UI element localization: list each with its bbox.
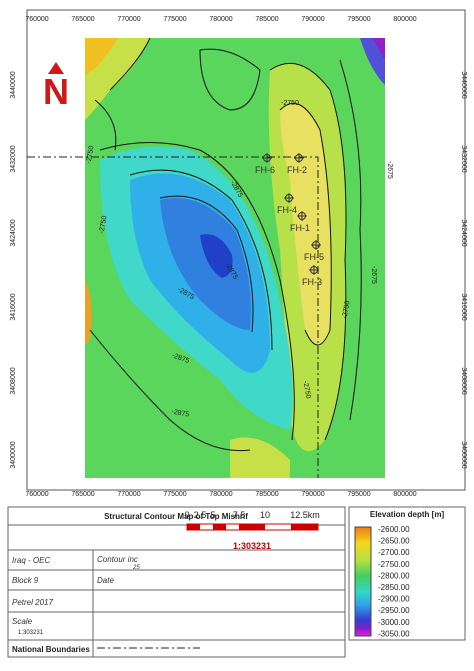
legend-label: -3000.00 — [378, 618, 410, 627]
legend-label: -2850.00 — [378, 583, 410, 592]
legend-label: -2800.00 — [378, 571, 410, 580]
well-cross — [311, 240, 321, 250]
scale-label: Scale — [12, 617, 33, 626]
x-label: 760000 — [25, 16, 48, 23]
scale-tick-label: 12.5km — [290, 510, 320, 520]
legend-label: -2750.00 — [378, 560, 410, 569]
scale-ratio: 1:303231 — [233, 541, 271, 551]
x-label: 775000 — [163, 491, 186, 498]
x-label: 785000 — [255, 491, 278, 498]
contour-label: -2750 — [342, 300, 352, 319]
legend-label: -3050.00 — [378, 629, 410, 638]
date-label: Date — [97, 576, 114, 585]
well-label: FH-4 — [277, 205, 297, 215]
x-label: 795000 — [347, 16, 370, 23]
well-cross — [294, 153, 304, 163]
y-label: 3416000 — [460, 293, 467, 320]
scale-tick-label: 0 — [184, 510, 189, 520]
y-label: 3440000 — [10, 71, 17, 98]
scale-tick-label: 10 — [260, 510, 270, 520]
title-block — [7, 506, 346, 658]
well-cross — [262, 153, 272, 163]
legend-title: Elevation depth [m] — [370, 510, 445, 519]
contour-inc-label: Contour inc — [97, 555, 138, 564]
well-label: FH-1 — [290, 223, 310, 233]
color-bar — [354, 526, 372, 637]
national-boundary — [27, 156, 319, 478]
y-axis-left: 3440000 3432000 3424000 3416000 3408000 34000… — [10, 71, 17, 468]
x-label: 800000 — [393, 16, 416, 23]
map-surface — [85, 38, 385, 478]
legend-labels: -2600.00 -2650.00 -2700.00 -2750.00 -2800.00… — [378, 525, 410, 638]
software: Petrel 2017 — [12, 598, 53, 607]
x-label: 790000 — [301, 16, 324, 23]
x-axis-top: 760000 765000 770000 775000 780000 785000 7900… — [25, 16, 416, 23]
x-label: 765000 — [71, 16, 94, 23]
north-arrow: N — [36, 55, 76, 117]
x-label: 795000 — [347, 491, 370, 498]
legend-label: -2600.00 — [378, 525, 410, 534]
north-label: N — [43, 71, 69, 112]
y-label: 3400000 — [460, 441, 467, 468]
contour-label: -2675 — [370, 266, 377, 284]
x-label: 770000 — [117, 16, 140, 23]
contour-label: -2750 — [281, 100, 299, 107]
well-label: FH-2 — [287, 165, 307, 175]
scale-tick-label: 5 — [210, 510, 215, 520]
scale-tick-label: 7.5 — [233, 510, 246, 520]
contour-label: -2750 — [301, 380, 311, 399]
contour-label: -2875 — [171, 409, 190, 419]
x-label: 790000 — [301, 491, 324, 498]
y-label: 3440000 — [460, 71, 467, 98]
y-label: 3416000 — [10, 293, 17, 320]
y-label: 3424000 — [10, 219, 17, 246]
y-label: 3424000 — [460, 219, 467, 246]
legend-label: -2700.00 — [378, 548, 410, 557]
x-label: 760000 — [25, 491, 48, 498]
well-label: FH-5 — [304, 252, 324, 262]
x-label: 770000 — [117, 491, 140, 498]
y-label: 3400000 — [10, 441, 17, 468]
x-label: 765000 — [71, 491, 94, 498]
y-label: 3432000 — [460, 145, 467, 172]
legend-label: -2950.00 — [378, 606, 410, 615]
contour-lines — [89, 37, 362, 452]
x-axis-bottom: 760000 765000 770000 775000 780000 785000 7900… — [25, 491, 416, 498]
contour-label: -2750 — [99, 215, 109, 234]
x-label: 780000 — [209, 16, 232, 23]
well-group: FH-6 FH-2 FH-4 FH-1 FH-5 FH-3 — [255, 153, 324, 287]
legend-label: -2650.00 — [378, 537, 410, 546]
y-label: 3408000 — [460, 367, 467, 394]
scale-bar: 1:303231 0 2.5 5 7.5 10 12.5km — [184, 510, 319, 551]
boundary-label: National Boundaries — [12, 645, 90, 654]
block: Block 9 — [12, 576, 39, 585]
contour-label: -2750 — [86, 145, 96, 164]
y-label: 3408000 — [10, 367, 17, 394]
well-label: FH-6 — [255, 165, 275, 175]
scale-tick-label: 2.5 — [194, 510, 207, 520]
contour-inc-value: 25 — [132, 565, 140, 571]
well-label: FH-3 — [302, 277, 322, 287]
x-label: 775000 — [163, 16, 186, 23]
x-label: 800000 — [393, 491, 416, 498]
legend-label: -2900.00 — [378, 595, 410, 604]
x-label: 780000 — [209, 491, 232, 498]
scale-value: 1:303231 — [18, 630, 44, 636]
y-axis-right: 3440000 3432000 3424000 3416000 3408000 34000… — [460, 71, 467, 468]
map-title: Structural Contour Map of Top Mishrif — [104, 512, 248, 521]
y-label: 3432000 — [10, 145, 17, 172]
well-cross — [284, 193, 294, 203]
contour-label: -2675 — [386, 161, 393, 179]
well-cross — [297, 211, 307, 221]
company: Iraq - OEC — [12, 556, 50, 565]
x-label: 785000 — [255, 16, 278, 23]
well-cross — [309, 265, 319, 275]
